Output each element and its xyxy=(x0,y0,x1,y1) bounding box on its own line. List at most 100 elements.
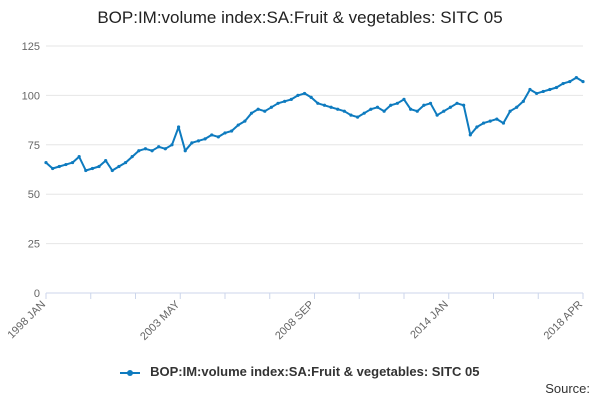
data-point[interactable] xyxy=(84,168,88,173)
data-point[interactable] xyxy=(501,121,506,125)
data-point[interactable] xyxy=(435,113,439,117)
y-tick-label: 0 xyxy=(34,288,40,300)
data-point[interactable] xyxy=(269,105,274,109)
data-point[interactable] xyxy=(428,101,433,105)
data-point[interactable] xyxy=(236,123,240,127)
data-point[interactable] xyxy=(322,103,327,107)
data-point[interactable] xyxy=(123,160,128,165)
data-point[interactable] xyxy=(375,105,380,109)
data-point[interactable] xyxy=(176,125,181,129)
data-point[interactable] xyxy=(329,105,333,109)
data-point[interactable] xyxy=(528,87,532,92)
legend-swatch-icon xyxy=(120,368,141,378)
data-point[interactable] xyxy=(442,109,446,113)
data-point[interactable] xyxy=(230,129,234,133)
data-point[interactable] xyxy=(263,109,267,113)
data-point[interactable] xyxy=(302,91,307,96)
legend[interactable]: BOP:IM:volume index:SA:Fruit & vegetable… xyxy=(0,364,600,379)
data-point[interactable] xyxy=(283,99,287,103)
data-point[interactable] xyxy=(223,131,227,135)
data-point[interactable] xyxy=(468,133,472,137)
data-point[interactable] xyxy=(475,125,479,129)
x-tick-label: 2014 JAN xyxy=(408,299,451,342)
y-tick-label: 50 xyxy=(28,189,40,201)
data-point[interactable] xyxy=(143,147,148,151)
data-point[interactable] xyxy=(170,143,174,147)
data-point[interactable] xyxy=(541,89,545,94)
data-point[interactable] xyxy=(554,85,559,90)
data-point[interactable] xyxy=(389,103,393,107)
series-line[interactable] xyxy=(45,76,584,172)
data-point[interactable] xyxy=(455,101,459,105)
data-point[interactable] xyxy=(574,76,578,80)
data-point[interactable] xyxy=(568,79,572,84)
data-point[interactable] xyxy=(382,109,386,113)
data-point[interactable] xyxy=(203,137,207,141)
data-point[interactable] xyxy=(296,93,300,97)
data-point[interactable] xyxy=(210,133,214,137)
data-point[interactable] xyxy=(355,115,360,119)
data-point[interactable] xyxy=(342,109,346,113)
data-point[interactable] xyxy=(130,155,134,159)
data-point[interactable] xyxy=(402,97,406,101)
data-point[interactable] xyxy=(289,97,293,101)
data-point[interactable] xyxy=(316,101,320,105)
data-point[interactable] xyxy=(70,160,75,165)
data-point[interactable] xyxy=(508,109,512,113)
data-point[interactable] xyxy=(515,105,519,109)
data-point[interactable] xyxy=(581,79,585,84)
source-label: Source: xyxy=(545,381,590,396)
data-point[interactable] xyxy=(117,164,121,169)
data-point[interactable] xyxy=(196,139,201,143)
data-point[interactable] xyxy=(422,103,426,107)
data-point[interactable] xyxy=(216,135,220,139)
data-point[interactable] xyxy=(104,159,108,163)
chart-title: BOP:IM:volume index:SA:Fruit & vegetable… xyxy=(97,8,503,27)
data-point[interactable] xyxy=(276,101,280,105)
data-point[interactable] xyxy=(448,105,453,109)
data-point[interactable] xyxy=(462,103,466,107)
data-point[interactable] xyxy=(395,101,399,105)
data-point[interactable] xyxy=(561,81,565,86)
data-point[interactable] xyxy=(183,149,187,153)
data-point[interactable] xyxy=(137,149,141,153)
data-point[interactable] xyxy=(90,166,95,171)
data-point[interactable] xyxy=(190,141,194,145)
data-point[interactable] xyxy=(157,145,161,149)
data-point[interactable] xyxy=(77,155,81,159)
y-tick-label: 125 xyxy=(22,41,40,53)
data-point[interactable] xyxy=(488,119,492,123)
data-point[interactable] xyxy=(349,113,353,117)
data-point[interactable] xyxy=(243,119,247,123)
x-tick-label: 2018 APR xyxy=(542,299,586,343)
data-point[interactable] xyxy=(64,162,68,167)
data-point[interactable] xyxy=(521,99,525,103)
axes: 0 25 50 75 100 125 1998 JAN 2003 MAY 2008 SEP 201… xyxy=(5,41,585,343)
data-point[interactable] xyxy=(534,91,539,96)
data-point[interactable] xyxy=(336,107,340,111)
data-point[interactable] xyxy=(163,147,167,151)
data-point[interactable] xyxy=(309,95,313,99)
data-point[interactable] xyxy=(51,166,55,171)
data-point[interactable] xyxy=(44,160,48,165)
data-point[interactable] xyxy=(369,107,373,111)
y-tick-label: 100 xyxy=(22,90,40,102)
data-point[interactable] xyxy=(362,111,366,115)
x-tick-label: 1998 JAN xyxy=(5,299,48,342)
data-point[interactable] xyxy=(409,107,413,111)
gridlines xyxy=(46,45,583,294)
data-point[interactable] xyxy=(110,168,114,173)
data-point[interactable] xyxy=(481,121,486,125)
data-point[interactable] xyxy=(495,117,499,121)
data-point[interactable] xyxy=(548,87,552,92)
data-point[interactable] xyxy=(97,164,101,169)
data-point[interactable] xyxy=(256,107,260,111)
x-tick-label: 2003 MAY xyxy=(138,298,183,343)
data-point[interactable] xyxy=(150,149,154,153)
data-point[interactable] xyxy=(57,164,61,169)
series-layer xyxy=(44,76,585,173)
data-point[interactable] xyxy=(249,111,254,115)
legend-label: BOP:IM:volume index:SA:Fruit & vegetable… xyxy=(150,364,480,379)
data-point[interactable] xyxy=(415,109,419,113)
